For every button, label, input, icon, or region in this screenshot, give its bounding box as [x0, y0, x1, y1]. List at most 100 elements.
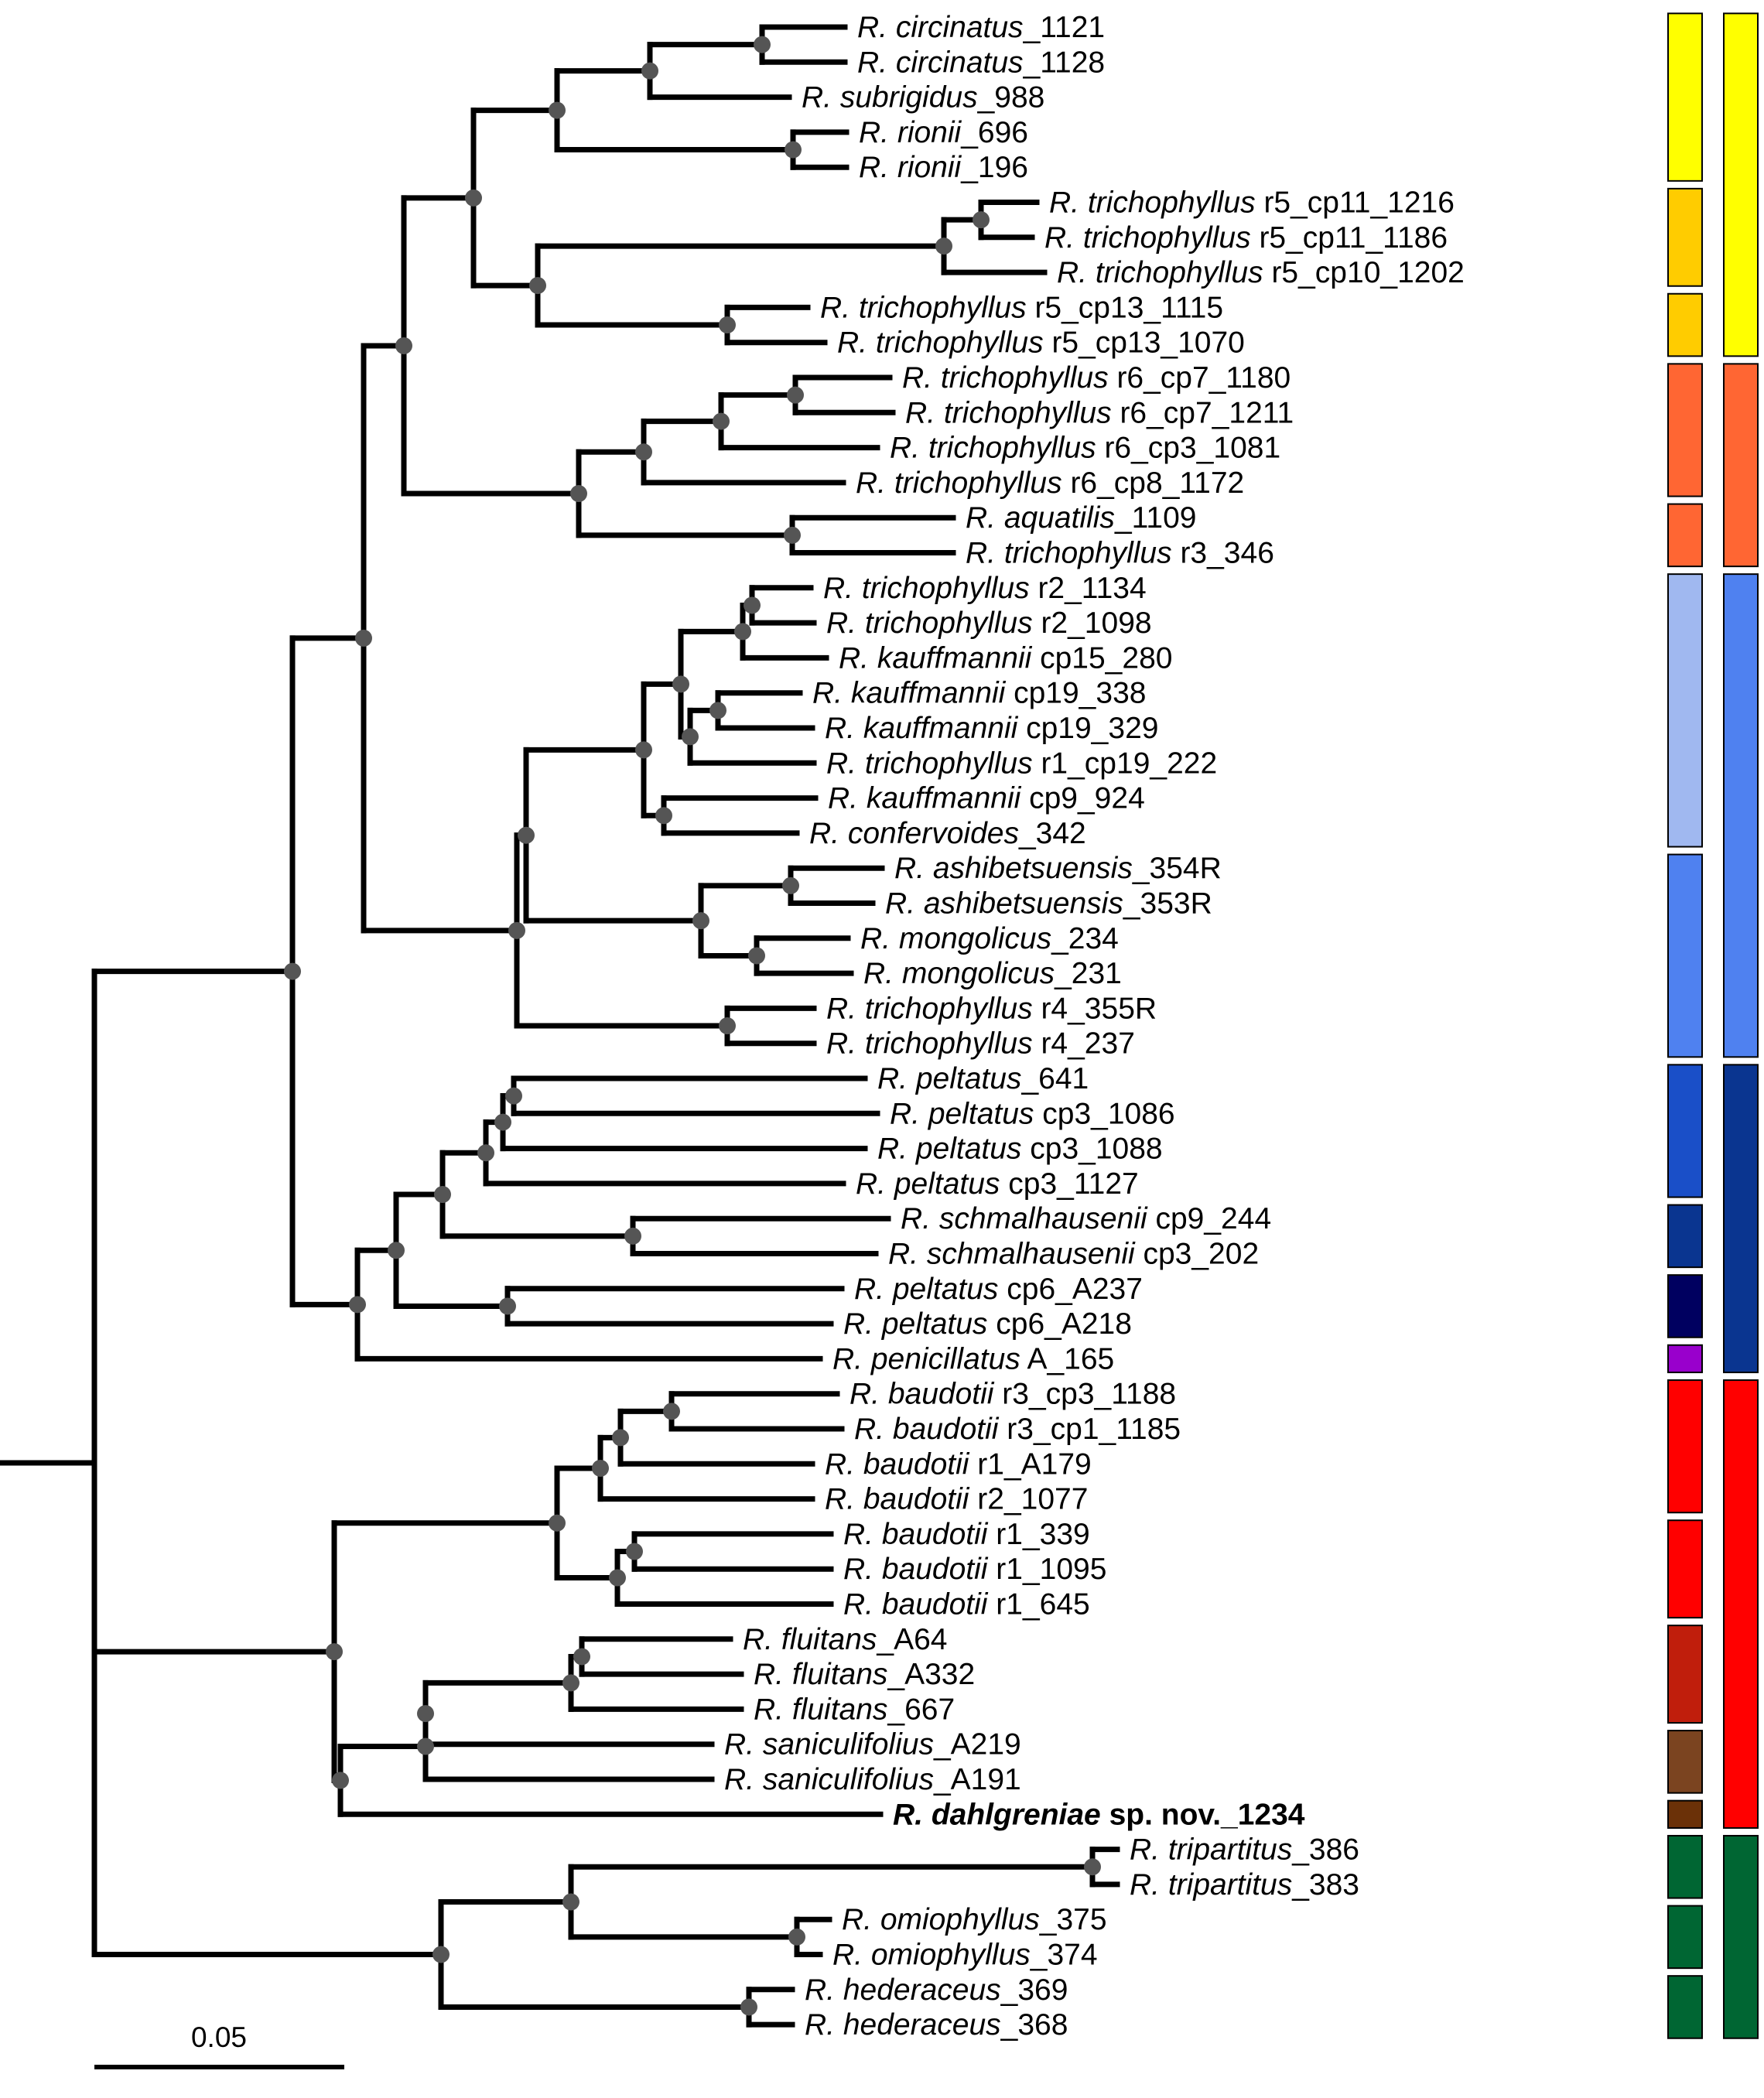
scale-bar: 0.05 — [94, 2021, 344, 2069]
clade-bar-inner — [1667, 1625, 1703, 1724]
node-support-dot — [395, 337, 412, 354]
node-support-dot — [663, 1403, 680, 1420]
node-support-dot — [609, 1569, 626, 1587]
leaf-sample-code: r4_237 — [1033, 1027, 1135, 1061]
tree-nodes — [284, 36, 1101, 2016]
leaf-label: R. ashibetsuensis_354R — [894, 852, 1222, 885]
leaf-sample-code: _383 — [1291, 1868, 1359, 1902]
leaf-species-name: R. rionii — [859, 151, 962, 184]
node-support-dot — [417, 1705, 434, 1723]
leaf-species-name: R. circinatus — [857, 11, 1024, 44]
node-support-dot — [713, 412, 730, 430]
leaf-species-name: R. kauffmannii — [825, 712, 1019, 745]
node-support-dot — [655, 807, 672, 825]
clade-bar-inner — [1667, 503, 1703, 568]
leaf-label: R. trichophyllus r2_1098 — [826, 607, 1152, 640]
leaf-species-name: R. trichophyllus — [826, 992, 1033, 1025]
clade-color-bars — [1667, 12, 1759, 2039]
leaf-sample-code: _A64 — [876, 1623, 947, 1656]
node-support-dot — [935, 237, 952, 255]
leaf-species-name: R. fluitans — [754, 1693, 887, 1726]
clade-bar-outer — [1723, 12, 1759, 357]
leaf-species-name: R. subrigidus — [802, 81, 978, 114]
leaf-species-name: R. ashibetsuensis — [894, 852, 1133, 885]
scale-bar-label: 0.05 — [191, 2021, 247, 2053]
leaf-sample-code: r4_355R — [1033, 992, 1157, 1025]
clade-bar-outer — [1723, 1379, 1759, 1829]
leaf-label: R. trichophyllus r5_cp13_1070 — [837, 326, 1245, 360]
leaf-species-name: R. trichophyllus — [890, 432, 1096, 465]
leaf-species-name: R. saniculifolius — [724, 1728, 934, 1761]
node-support-dot — [734, 623, 751, 641]
leaf-label: R. trichophyllus r6_cp7_1180 — [902, 361, 1291, 395]
node-support-dot — [505, 1087, 522, 1105]
leaf-label: R. schmalhausenii cp3_202 — [888, 1238, 1259, 1271]
leaf-sample-code: r3_346 — [1172, 537, 1274, 570]
node-support-dot — [349, 1296, 366, 1314]
leaf-sample-code: cp19_329 — [1017, 712, 1158, 745]
node-support-dot — [672, 675, 689, 693]
leaf-species-name: R. peltatus — [877, 1062, 1021, 1095]
leaf-sample-code: _196 — [960, 151, 1028, 184]
leaf-species-name: R. baudotii — [843, 1588, 989, 1621]
leaf-sample-code: r1_645 — [987, 1588, 1089, 1621]
clade-bar-inner — [1667, 1905, 1703, 1970]
leaf-label: R. omiophyllus_375 — [842, 1903, 1107, 1936]
node-support-dot — [562, 1674, 579, 1692]
clade-bar-inner — [1667, 1204, 1703, 1269]
leaf-sample-code: r3_cp1_1185 — [998, 1413, 1181, 1446]
leaf-sample-code: r6_cp7_1211 — [1112, 396, 1294, 429]
node-support-dot — [570, 485, 587, 503]
leaf-species-name: R. trichophyllus — [1044, 221, 1251, 255]
node-support-dot — [612, 1429, 629, 1447]
leaf-sample-code: _1128 — [1023, 46, 1106, 79]
leaf-species-name: R. baudotii — [825, 1483, 970, 1516]
node-support-dot — [499, 1297, 516, 1315]
leaf-sample-code: _374 — [1030, 1939, 1098, 1972]
leaf-label: R. baudotii r1_339 — [843, 1518, 1090, 1551]
leaf-label: R. trichophyllus r4_237 — [826, 1027, 1135, 1061]
leaf-label: R. penicillatus A_165 — [832, 1342, 1114, 1375]
leaf-label: R. confervoides_342 — [809, 817, 1086, 850]
node-support-dot — [754, 36, 771, 53]
leaf-label: R. kauffmannii cp19_338 — [812, 677, 1146, 710]
leaf-sample-code: _369 — [1000, 1973, 1068, 2007]
node-support-dot — [388, 1242, 405, 1259]
leaf-label: R. rionii_196 — [859, 151, 1028, 184]
leaf-sample-code: cp9_924 — [1020, 782, 1144, 815]
leaf-species-name: R. peltatus — [854, 1273, 998, 1306]
leaf-sample-code: cp3_1127 — [1000, 1167, 1138, 1201]
leaf-sample-code: r5_cp13_1115 — [1027, 291, 1223, 324]
leaf-label: R. hederaceus_368 — [805, 2008, 1068, 2042]
leaf-species-name: R. omiophyllus — [832, 1939, 1031, 1972]
leaf-label: R. kauffmannii cp19_329 — [825, 712, 1158, 745]
leaf-species-name: R. baudotii — [825, 1447, 970, 1481]
node-support-dot — [973, 211, 990, 229]
leaf-label: R. peltatus cp3_1088 — [877, 1133, 1163, 1166]
leaf-label: R. mongolicus_234 — [860, 922, 1119, 955]
node-support-dot — [573, 1648, 590, 1666]
leaf-sample-code: _696 — [960, 116, 1028, 149]
leaf-sample-code: _A219 — [933, 1728, 1021, 1761]
leaf-sample-code: _353R — [1123, 887, 1212, 921]
leaf-sample-code: _342 — [1018, 817, 1086, 850]
clade-bar-inner — [1667, 1274, 1703, 1338]
leaf-species-name: R. trichophyllus — [826, 747, 1033, 780]
node-support-dot — [549, 1514, 566, 1532]
leaf-species-name: R. baudotii — [843, 1553, 989, 1586]
clade-bar-inner — [1667, 12, 1703, 182]
node-support-dot — [787, 386, 804, 404]
leaf-sample-code: _375 — [1039, 1903, 1107, 1936]
leaf-label: R. tripartitus_383 — [1130, 1868, 1359, 1902]
leaf-species-name: R. peltatus — [856, 1167, 1000, 1201]
leaf-sample-code: _641 — [1020, 1062, 1089, 1095]
node-support-dot — [592, 1459, 609, 1477]
leaf-species-name: R. hederaceus — [805, 2008, 1001, 2042]
leaf-sample-code: _667 — [887, 1693, 955, 1726]
leaf-sample-code: r1_339 — [987, 1518, 1089, 1551]
node-support-dot — [549, 101, 566, 119]
leaf-label: R. schmalhausenii cp9_244 — [901, 1202, 1271, 1235]
leaf-species-name: R. baudotii — [850, 1378, 995, 1411]
leaf-species-name: R. saniculifolius — [724, 1763, 934, 1796]
leaf-sample-code: _A332 — [887, 1658, 975, 1691]
